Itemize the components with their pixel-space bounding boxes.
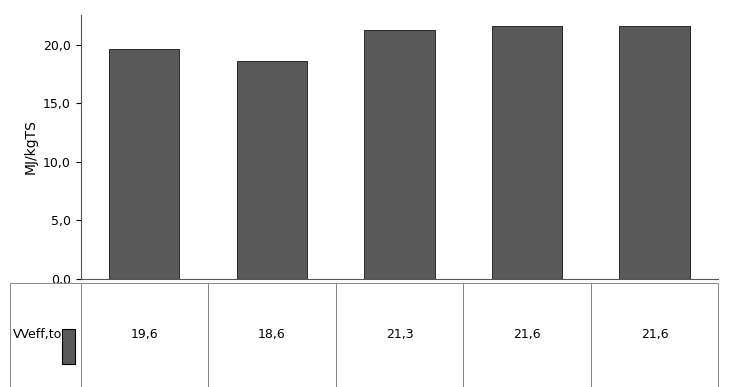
Bar bbox=[109, 50, 180, 279]
Bar bbox=[364, 29, 435, 279]
Bar bbox=[619, 26, 690, 279]
Bar bbox=[492, 26, 562, 279]
Bar bbox=[237, 61, 307, 279]
Y-axis label: MJ/kgTS: MJ/kgTS bbox=[23, 120, 37, 175]
